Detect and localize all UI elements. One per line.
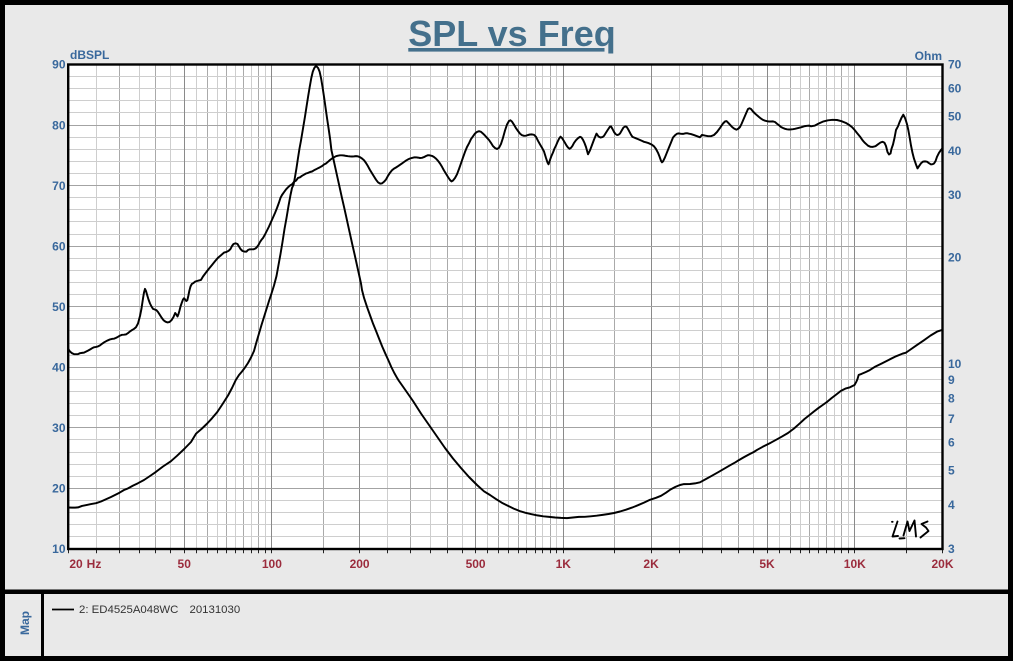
- svg-text:20: 20: [69, 557, 83, 571]
- svg-text:20131030: 20131030: [190, 604, 241, 616]
- svg-text:40: 40: [948, 144, 962, 158]
- svg-text:6: 6: [948, 436, 955, 450]
- svg-text:500: 500: [466, 557, 486, 571]
- svg-text:20: 20: [948, 250, 962, 264]
- svg-text:80: 80: [52, 118, 66, 132]
- svg-text:2K: 2K: [643, 557, 659, 571]
- svg-text:30: 30: [948, 188, 962, 202]
- svg-text:90: 90: [52, 58, 66, 72]
- svg-text:2: ED4525A048WC: 2: ED4525A048WC: [79, 604, 178, 616]
- svg-text:dBSPL: dBSPL: [70, 48, 109, 62]
- svg-text:10: 10: [948, 357, 962, 371]
- svg-text:10: 10: [52, 542, 66, 556]
- svg-text:200: 200: [350, 557, 370, 571]
- svg-text:9: 9: [948, 373, 955, 387]
- svg-text:SPL vs Freq: SPL vs Freq: [408, 13, 615, 54]
- svg-text:50: 50: [178, 557, 192, 571]
- svg-text:1K: 1K: [556, 557, 572, 571]
- svg-text:40: 40: [52, 361, 66, 375]
- svg-text:60: 60: [948, 81, 962, 95]
- svg-text:Map: Map: [18, 611, 32, 635]
- svg-text:4: 4: [948, 498, 955, 512]
- svg-text:5K: 5K: [759, 557, 775, 571]
- svg-text:50: 50: [52, 300, 66, 314]
- svg-text:50: 50: [948, 110, 962, 124]
- svg-text:30: 30: [52, 421, 66, 435]
- svg-text:3: 3: [948, 542, 955, 556]
- svg-text:100: 100: [262, 557, 282, 571]
- svg-text:8: 8: [948, 391, 955, 405]
- svg-text:70: 70: [52, 179, 66, 193]
- svg-text:10K: 10K: [844, 557, 866, 571]
- svg-text:20K: 20K: [931, 557, 953, 571]
- svg-text:20: 20: [52, 482, 66, 496]
- svg-text:Ohm: Ohm: [915, 49, 942, 63]
- svg-text:60: 60: [52, 239, 66, 253]
- svg-text:5: 5: [948, 464, 955, 478]
- svg-text:Hz: Hz: [87, 557, 102, 571]
- svg-text:70: 70: [948, 58, 962, 72]
- svg-text:7: 7: [948, 412, 955, 426]
